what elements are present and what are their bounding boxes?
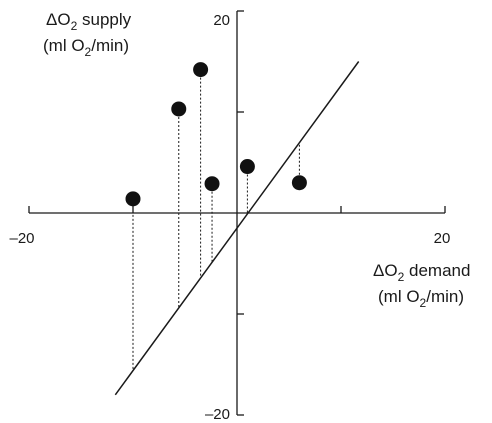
- data-point: [193, 62, 209, 78]
- identity-line: [114, 61, 360, 396]
- identity-line-group: [114, 61, 360, 396]
- data-point: [171, 101, 187, 117]
- x-tick-label-20: 20: [434, 230, 451, 247]
- data-points: [125, 62, 307, 207]
- y-tick-label-20: 20: [213, 12, 230, 29]
- x-axis-label-line1: ΔO2 demand: [373, 261, 470, 284]
- y-tick-label-neg20: –20: [205, 406, 230, 423]
- x-axis-label-line2: (ml O2/min): [378, 287, 464, 310]
- data-point: [204, 176, 220, 192]
- x-tick-label-neg20: –20: [9, 230, 34, 247]
- y-axis-label-line1: ΔO2 supply: [46, 10, 132, 33]
- y-axis-label-line2: (ml O2/min): [43, 36, 129, 59]
- data-point: [291, 175, 307, 191]
- data-point: [239, 159, 255, 175]
- drop-lines: [132, 69, 300, 371]
- axes: [29, 11, 445, 415]
- data-point: [125, 191, 141, 207]
